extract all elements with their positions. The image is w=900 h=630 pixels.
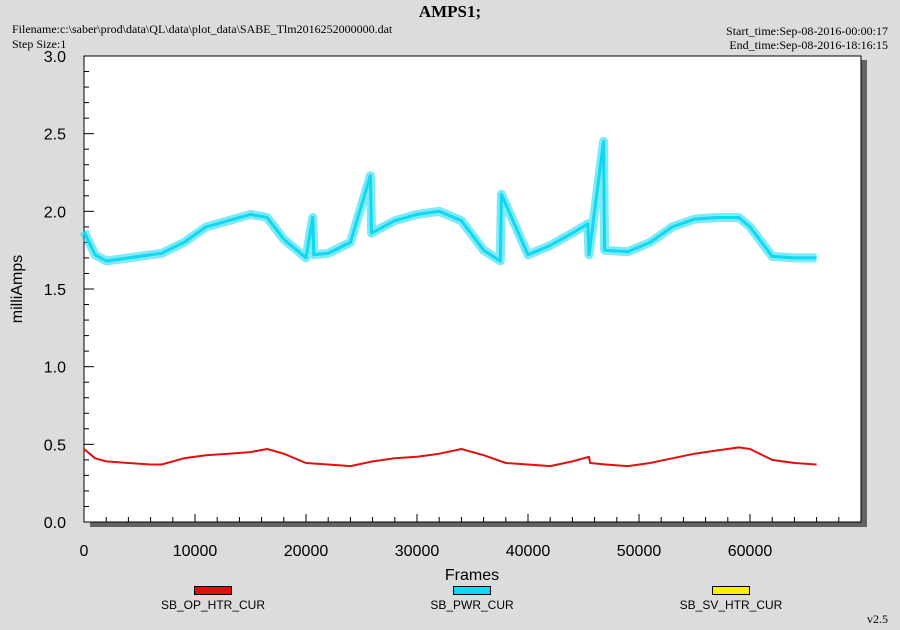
series-line-sb-pwr-cur <box>82 139 817 263</box>
y-tick-label: 2.0 <box>44 204 66 221</box>
legend-swatch <box>453 586 491 595</box>
step-size-label: Step Size:1 <box>12 37 67 51</box>
y-tick-label: 3.0 <box>44 49 66 66</box>
legend-label: SB_OP_HTR_CUR <box>160 598 266 612</box>
legend-item-pwr-cur: SB_PWR_CUR <box>392 586 552 612</box>
x-tick-label: 10000 <box>173 543 218 560</box>
chart-title: AMPS1; <box>418 2 482 21</box>
x-tick-label: 40000 <box>506 543 551 560</box>
x-axis-title: Frames <box>445 567 499 584</box>
plot-frame <box>83 55 862 523</box>
y-tick-label: 1.5 <box>44 282 66 299</box>
legend-label: SB_SV_HTR_CUR <box>679 598 783 612</box>
end-time-label: End_time:Sep-08-2016-18:16:15 <box>729 38 888 52</box>
y-tick-label: 2.5 <box>44 127 66 144</box>
x-tick-label: 30000 <box>395 543 440 560</box>
version-label: v2.5 <box>867 612 888 626</box>
legend-item-sv-htr-cur: SB_SV_HTR_CUR <box>651 586 811 612</box>
y-tick-label: 0.0 <box>44 515 66 532</box>
legend-item-op-htr-cur: SB_OP_HTR_CUR <box>133 586 293 612</box>
filename-label: Filename:c:\saber\prod\data\QL\data\plot… <box>12 22 393 36</box>
legend-swatch <box>712 586 750 595</box>
y-axis-title: milliAmps <box>9 255 26 323</box>
x-tick-label: 20000 <box>284 543 329 560</box>
series-line-sb-op-htr-cur <box>83 446 817 468</box>
legend-label: SB_PWR_CUR <box>430 598 514 612</box>
y-tick-label: 0.5 <box>44 437 66 454</box>
x-tick-label: 50000 <box>617 543 662 560</box>
start-time-label: Start_time:Sep-08-2016-00:00:17 <box>726 24 888 38</box>
y-tick-label: 1.0 <box>44 360 66 377</box>
legend-swatch <box>194 586 232 595</box>
x-tick-label: 60000 <box>728 543 773 560</box>
x-tick-label: 0 <box>80 543 89 560</box>
